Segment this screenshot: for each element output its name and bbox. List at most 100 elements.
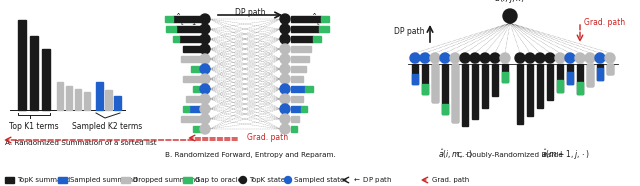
Text: Sampled summand: Sampled summand	[70, 177, 138, 183]
Bar	[502, 72, 508, 82]
Bar	[291, 56, 309, 62]
Bar	[291, 106, 301, 112]
Bar	[166, 26, 176, 32]
Bar	[301, 106, 307, 112]
Circle shape	[490, 53, 500, 63]
Bar	[181, 56, 201, 62]
Circle shape	[200, 44, 210, 54]
Text: B. Randomized Forward, Entropy and Reparam.: B. Randomized Forward, Entropy and Repar…	[164, 152, 335, 158]
Circle shape	[280, 84, 290, 94]
Bar	[183, 177, 192, 183]
Text: TopK summand: TopK summand	[17, 177, 70, 183]
Bar	[442, 104, 448, 114]
Circle shape	[470, 53, 480, 63]
Bar	[5, 177, 14, 183]
Text: $\hat{a}_{t-1}$: $\hat{a}_{t-1}$	[173, 12, 196, 28]
Circle shape	[535, 53, 545, 63]
Bar	[422, 84, 428, 94]
Bar	[607, 64, 613, 74]
Bar	[587, 64, 593, 86]
Circle shape	[280, 74, 290, 84]
Bar	[121, 177, 130, 183]
Bar	[173, 36, 179, 42]
Bar	[577, 64, 583, 94]
Bar	[291, 36, 313, 42]
Bar	[291, 66, 306, 72]
Bar	[291, 26, 319, 32]
Text: Top K1 terms: Top K1 terms	[9, 122, 59, 131]
Text: Gap to oracle: Gap to oracle	[195, 177, 242, 183]
Circle shape	[200, 94, 210, 104]
Text: DP path: DP path	[235, 8, 265, 17]
Bar	[291, 76, 303, 82]
Text: DP path: DP path	[394, 28, 425, 36]
Bar	[42, 49, 50, 110]
Text: $\hat{a}(i,m,\cdot)$: $\hat{a}(i,m,\cdot)$	[438, 148, 472, 161]
Text: $\hat{a}_t$: $\hat{a}_t$	[310, 12, 321, 28]
Bar	[96, 82, 103, 110]
Bar	[577, 82, 583, 94]
Circle shape	[200, 34, 210, 44]
Bar	[191, 66, 201, 72]
Text: C. Doubly-Randomized Inside: C. Doubly-Randomized Inside	[457, 152, 563, 158]
Circle shape	[280, 104, 290, 114]
Circle shape	[200, 64, 210, 74]
Bar	[567, 64, 573, 84]
Bar	[557, 64, 563, 92]
Circle shape	[200, 114, 210, 124]
Bar	[58, 177, 67, 183]
Bar	[18, 20, 26, 110]
Bar	[502, 64, 508, 82]
Bar	[442, 64, 448, 114]
Circle shape	[285, 177, 291, 184]
Bar	[66, 86, 72, 110]
Circle shape	[280, 94, 290, 104]
Circle shape	[480, 53, 490, 63]
Bar	[412, 64, 418, 84]
Circle shape	[200, 104, 210, 114]
Bar	[179, 36, 201, 42]
Circle shape	[280, 44, 290, 54]
Bar	[452, 64, 458, 122]
Bar	[422, 64, 428, 94]
Circle shape	[500, 53, 510, 63]
Bar	[57, 82, 63, 110]
Bar	[319, 26, 329, 32]
Circle shape	[545, 53, 555, 63]
Circle shape	[280, 114, 290, 124]
Circle shape	[280, 64, 290, 74]
Bar	[181, 116, 201, 122]
Bar	[597, 68, 603, 80]
Circle shape	[200, 74, 210, 84]
Text: Sampled K2 terms: Sampled K2 terms	[72, 122, 142, 131]
Circle shape	[595, 53, 605, 63]
Text: Dropped summand: Dropped summand	[132, 177, 199, 183]
Circle shape	[430, 53, 440, 63]
Circle shape	[239, 177, 246, 184]
Circle shape	[200, 54, 210, 64]
Bar	[305, 86, 313, 92]
Bar	[607, 64, 613, 74]
Bar	[84, 92, 90, 110]
Circle shape	[450, 53, 460, 63]
Bar	[587, 64, 593, 86]
Circle shape	[200, 24, 210, 34]
Bar	[547, 64, 553, 100]
Bar	[165, 16, 173, 22]
Circle shape	[410, 53, 420, 63]
Bar	[75, 89, 81, 110]
Bar	[527, 64, 533, 116]
Circle shape	[503, 9, 517, 23]
Bar	[557, 80, 563, 92]
Circle shape	[555, 53, 565, 63]
Circle shape	[280, 34, 290, 44]
Text: $\hat{a}(m+1,j,\cdot)$: $\hat{a}(m+1,j,\cdot)$	[541, 148, 589, 162]
Circle shape	[525, 53, 535, 63]
Circle shape	[515, 53, 525, 63]
Text: Grad. path: Grad. path	[432, 177, 469, 183]
Bar	[114, 96, 121, 110]
Bar	[105, 90, 112, 110]
Text: Sampled state: Sampled state	[294, 177, 345, 183]
Circle shape	[200, 124, 210, 134]
Bar	[291, 126, 297, 132]
